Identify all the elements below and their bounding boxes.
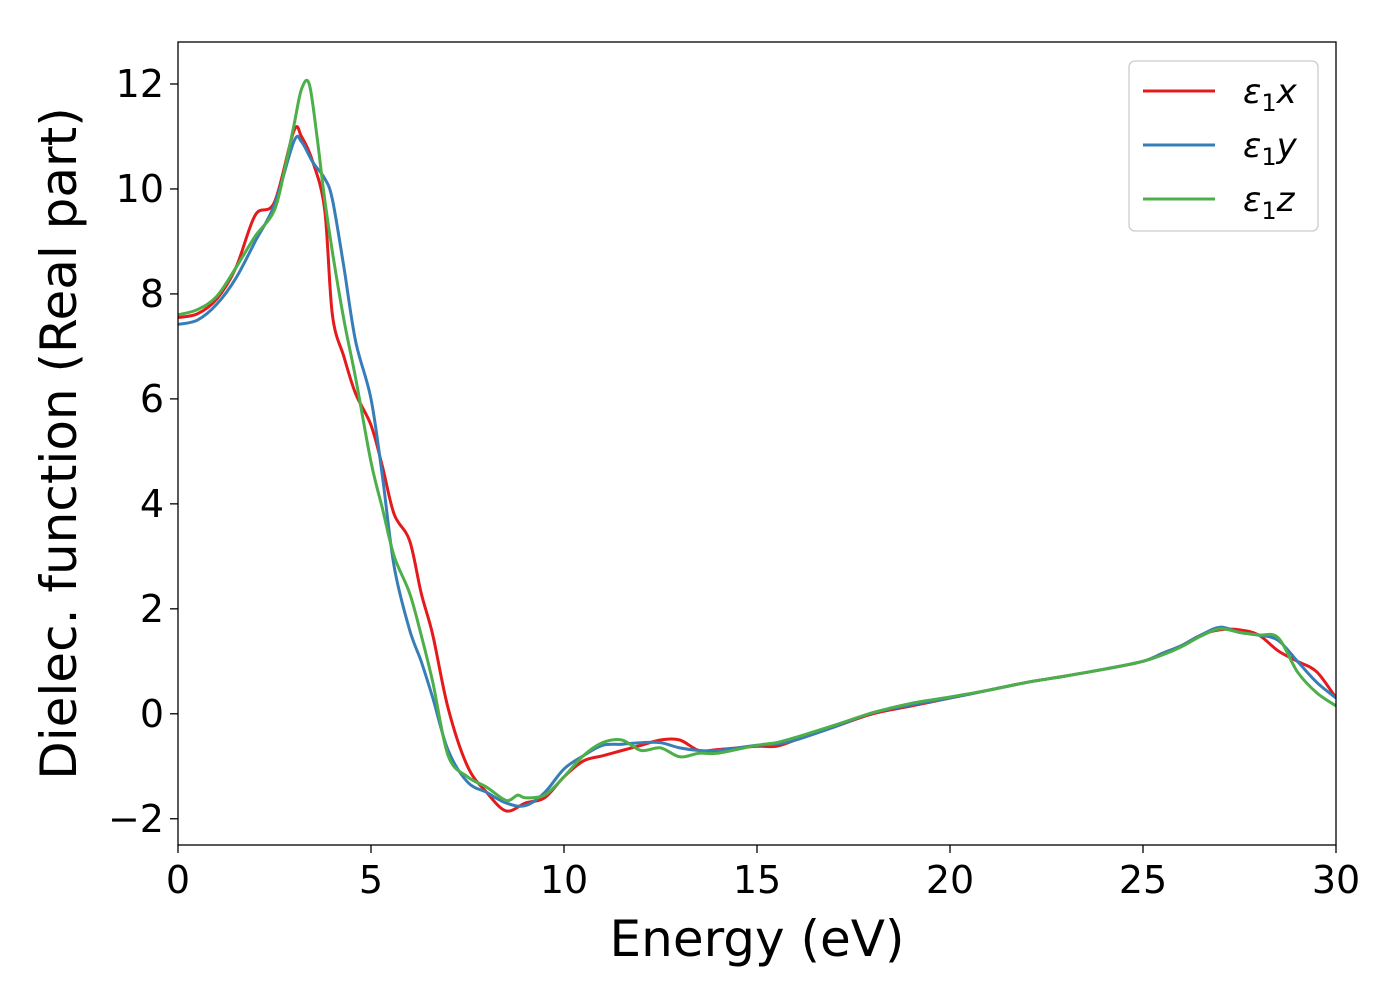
x-tick-label: 10	[540, 858, 588, 902]
y-tick-label: −2	[108, 797, 164, 841]
legend-component: x	[1276, 72, 1298, 112]
legend-subscript: 1	[1261, 197, 1276, 225]
y-tick-label: 12	[116, 62, 164, 106]
x-tick-label: 0	[166, 858, 190, 902]
legend-component: z	[1276, 180, 1296, 220]
y-tick-label: 2	[140, 587, 164, 631]
y-tick-label: 4	[140, 482, 164, 526]
x-tick-label: 30	[1312, 858, 1360, 902]
legend-symbol: ε	[1243, 126, 1261, 166]
y-axis-label: Dielec. function (Real part)	[30, 107, 88, 779]
legend-symbol: ε	[1243, 180, 1261, 220]
y-tick-label: 0	[140, 692, 164, 736]
legend-symbol: ε	[1243, 72, 1261, 112]
x-tick-label: 20	[926, 858, 974, 902]
legend-box	[1128, 60, 1319, 232]
legend-label-y: ε1y	[1243, 126, 1298, 171]
legend-subscript: 1	[1261, 143, 1276, 171]
legend-label-z: ε1z	[1243, 180, 1296, 225]
legend-component: y	[1276, 126, 1298, 166]
series-line-y	[178, 134, 1336, 808]
y-tick-label: 8	[140, 272, 164, 316]
x-tick-label: 5	[359, 858, 383, 902]
x-tick-label: 25	[1119, 858, 1167, 902]
legend-subscript: 1	[1261, 89, 1276, 117]
x-tick-label: 15	[733, 858, 781, 902]
y-tick-label: 6	[140, 377, 164, 421]
x-axis-ticks: 0 5 10 15 20 25 30	[166, 845, 1360, 902]
y-tick-label: 10	[116, 167, 164, 211]
plot-series-group	[178, 78, 1336, 813]
y-axis-ticks: −2 0 2 4 6 8 10 12	[108, 62, 178, 841]
x-axis-label: Energy (eV)	[610, 910, 905, 968]
legend-label-x: ε1x	[1243, 72, 1298, 117]
series-line-z	[178, 78, 1336, 803]
